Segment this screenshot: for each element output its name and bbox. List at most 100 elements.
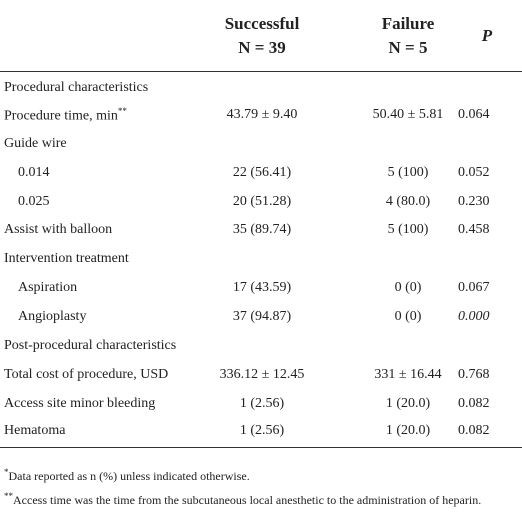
- table-cell: [452, 129, 522, 158]
- header-n: N = 39: [238, 37, 286, 57]
- row-label-text: Post-procedural characteristics: [4, 337, 177, 353]
- cell-text: 35 (89.74): [232, 222, 292, 238]
- cell-text: 0 (0): [394, 280, 422, 296]
- cell-text: 1 (20.0): [385, 423, 431, 439]
- footnote: *Data reported as n (%) unless indicated…: [0, 462, 522, 486]
- header-title: Successful: [224, 13, 300, 33]
- header-cell: Successful N = 39: [200, 0, 324, 72]
- header-title: P: [452, 0, 522, 72]
- table-cell: 43.79 ± 9.40: [200, 100, 324, 129]
- cell-text: 336.12 ± 12.45: [219, 366, 305, 382]
- cell-text: 0.052: [458, 164, 490, 180]
- table-cell: 5 (100): [324, 216, 452, 245]
- row-label-text: Hematoma: [4, 423, 66, 439]
- table-cell: 0.458: [452, 216, 522, 245]
- table-cell: 37 (94.87): [200, 303, 324, 332]
- table-cell: 0.067: [452, 274, 522, 303]
- cell-text: 0 (0): [394, 309, 422, 325]
- row-label-text: Access site minor bleeding: [4, 395, 156, 411]
- table-cell: 0.082: [452, 389, 522, 418]
- table-cell: [200, 129, 324, 158]
- table-cell: 0 (0): [324, 303, 452, 332]
- row-label: Access site minor bleeding: [0, 389, 200, 418]
- cell-text: 5 (100): [387, 222, 429, 238]
- table-cell: 20 (51.28): [200, 187, 324, 216]
- table-row: 0.014 22 (56.41) 5 (100) 0.052: [0, 158, 522, 187]
- row-label: 0.025: [0, 187, 200, 216]
- row-label-text: Total cost of procedure, USD: [4, 366, 169, 382]
- table-cell: 0.768: [452, 360, 522, 389]
- header-cell: Failure N = 5: [324, 0, 452, 72]
- footnote-mark: **: [4, 490, 13, 501]
- row-label: Hematoma: [0, 418, 200, 448]
- table-row: Total cost of procedure, USD 336.12 ± 12.…: [0, 360, 522, 389]
- cell-text: 0.082: [458, 423, 490, 439]
- row-label-text: Procedure time, min: [4, 108, 118, 124]
- cell-text: 37 (94.87): [232, 309, 292, 325]
- table-cell: [324, 129, 452, 158]
- table-cell: 1 (20.0): [324, 418, 452, 448]
- cell-text: 22 (56.41): [232, 164, 292, 180]
- cell-text: 0.067: [458, 280, 490, 296]
- table-cell: [452, 245, 522, 274]
- row-label: Assist with balloon: [0, 216, 200, 245]
- cell-text: 17 (43.59): [232, 280, 292, 296]
- table-cell: 50.40 ± 5.81: [324, 100, 452, 129]
- cell-text: 0.064: [458, 106, 490, 122]
- table-cell: 331 ± 16.44: [324, 360, 452, 389]
- row-label-text: Procedural characteristics: [4, 80, 149, 96]
- row-label: Angioplasty: [0, 303, 200, 332]
- table-cell: 1 (2.56): [200, 389, 324, 418]
- cell-text: 1 (2.56): [239, 395, 285, 411]
- table-cell: 1 (2.56): [200, 418, 324, 448]
- row-label: Intervention treatment: [0, 245, 200, 274]
- table-cell: [200, 332, 324, 361]
- row-label: Aspiration: [0, 274, 200, 303]
- table-row: Access site minor bleeding 1 (2.56) 1 (20.…: [0, 389, 522, 418]
- header-cell: [0, 0, 200, 72]
- table-row: Guide wire: [0, 129, 522, 158]
- row-label-text: Assist with balloon: [4, 222, 113, 238]
- table-cell: 336.12 ± 12.45: [200, 360, 324, 389]
- table-cell: 22 (56.41): [200, 158, 324, 187]
- footnote: **Access time was the time from the subc…: [0, 486, 522, 510]
- table-row: Aspiration 17 (43.59) 0 (0) 0.067: [0, 274, 522, 303]
- row-label-text: Intervention treatment: [4, 251, 129, 267]
- data-table: Successful N = 39 Failure N = 5 P Procedur…: [0, 0, 522, 448]
- row-label: Post-procedural characteristics: [0, 332, 200, 361]
- cell-text: 331 ± 16.44: [374, 366, 442, 382]
- cell-text: 0.768: [458, 366, 490, 382]
- header-n: N = 5: [388, 37, 428, 57]
- table-cell: [324, 332, 452, 361]
- row-label-mark: **: [117, 105, 127, 116]
- row-label: Procedure time, min**: [0, 100, 200, 129]
- row-label: 0.014: [0, 158, 200, 187]
- cell-text: 1 (20.0): [385, 395, 431, 411]
- table-cell: 35 (89.74): [200, 216, 324, 245]
- table-cell: 4 (80.0): [324, 187, 452, 216]
- table-row: Procedural characteristics: [0, 72, 522, 101]
- table-row: Intervention treatment: [0, 245, 522, 274]
- row-label: Guide wire: [0, 129, 200, 158]
- table-cell: [200, 245, 324, 274]
- table-row: 0.025 20 (51.28) 4 (80.0) 0.230: [0, 187, 522, 216]
- footnote-text: Access time was the time from the subcut…: [13, 492, 482, 507]
- table-cell: [324, 72, 452, 101]
- table-cell: [324, 245, 452, 274]
- table-row: Hematoma 1 (2.56) 1 (20.0) 0.082: [0, 418, 522, 448]
- table-cell: [452, 332, 522, 361]
- table-row: Assist with balloon 35 (89.74) 5 (100) 0.45…: [0, 216, 522, 245]
- table-cell: 0.064: [452, 100, 522, 129]
- row-label-text: Guide wire: [4, 135, 67, 151]
- footnote-mark: *: [4, 466, 9, 477]
- row-label-text: Angioplasty: [18, 309, 87, 325]
- table-cell: 0.082: [452, 418, 522, 448]
- row-label-text: 0.014: [18, 164, 50, 180]
- cell-text: 0.082: [458, 395, 490, 411]
- table-cell: 0.230: [452, 187, 522, 216]
- table-body: Procedural characteristics Procedure time…: [0, 72, 522, 448]
- table-cell: 5 (100): [324, 158, 452, 187]
- table-row: Procedure time, min** 43.79 ± 9.40 50.40 ±…: [0, 100, 522, 129]
- row-label-text: Aspiration: [18, 280, 78, 296]
